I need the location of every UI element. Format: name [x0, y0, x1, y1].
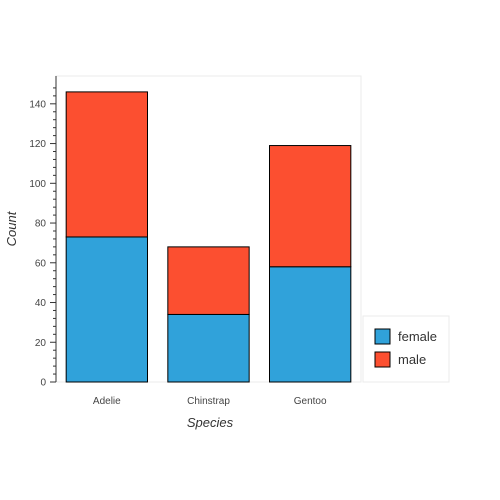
legend-label-female: female	[398, 329, 437, 344]
x-tick-label-chinstrap: Chinstrap	[187, 396, 230, 407]
legend-swatch-female	[374, 328, 391, 345]
y-tick-label: 120	[29, 139, 46, 150]
x-tick-label-adelie: Adelie	[93, 396, 121, 407]
bar-male-chinstrap	[167, 246, 250, 315]
legend-box	[362, 315, 450, 383]
y-tick-label: 40	[35, 298, 47, 309]
x-axis-title: Species	[187, 415, 234, 430]
bar-female-adelie	[65, 236, 148, 383]
legend: female male	[362, 315, 450, 383]
bar-female-chinstrap	[167, 313, 250, 383]
y-tick-label: 140	[29, 99, 46, 110]
y-ticks-group: 0 20 40 60 80 100 120 140	[29, 87, 56, 389]
y-axis-title: Count	[4, 210, 19, 246]
bar-male-adelie	[65, 91, 148, 238]
y-tick-label: 100	[29, 179, 46, 190]
legend-swatch-male	[374, 351, 391, 368]
x-ticks-group: Adelie Chinstrap Gentoo	[93, 396, 327, 407]
bar-male-gentoo	[269, 145, 352, 268]
bar-female-gentoo	[269, 266, 352, 383]
y-tick-label: 60	[35, 258, 47, 269]
y-tick-label: 80	[35, 219, 47, 230]
bars-group	[65, 91, 352, 383]
legend-label-male: male	[398, 352, 426, 367]
x-tick-label-gentoo: Gentoo	[294, 396, 327, 407]
y-tick-label: 0	[40, 378, 46, 389]
y-tick-label: 20	[35, 338, 47, 349]
